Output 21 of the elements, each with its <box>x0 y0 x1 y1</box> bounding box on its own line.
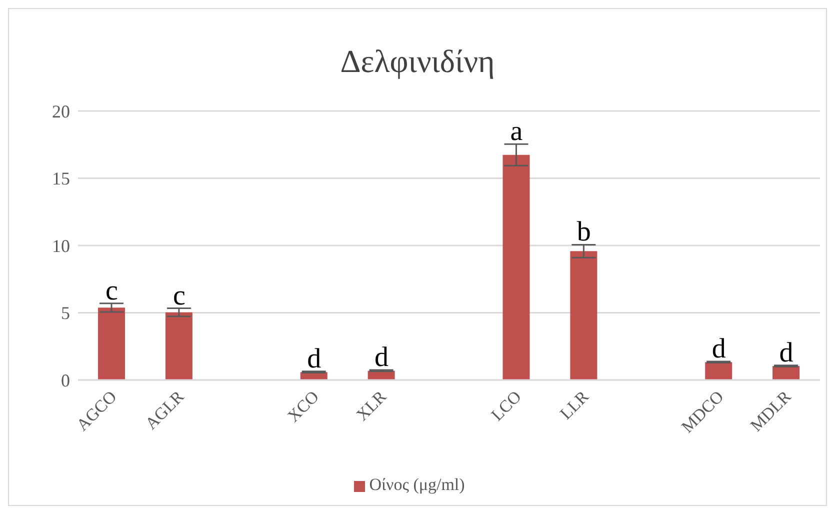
y-tick-label: 5 <box>61 303 70 324</box>
bar <box>165 312 192 380</box>
bar <box>502 154 530 380</box>
y-tick-label: 15 <box>52 168 70 189</box>
bar <box>98 308 125 380</box>
annotation: c <box>106 275 118 306</box>
annotation: a <box>510 116 524 148</box>
bar <box>705 362 732 380</box>
x-tick-label: LLR <box>556 386 593 424</box>
y-tick-label: 0 <box>61 370 70 390</box>
annotation: d <box>779 337 794 368</box>
y-tick-label: 20 <box>52 101 70 122</box>
annotation: c <box>172 280 186 312</box>
annotation: d <box>307 343 322 374</box>
annotation: d <box>712 333 726 364</box>
legend-label: Οίνος (μg/ml) <box>369 475 465 494</box>
chart-title: Δελφινιδίνη <box>339 42 496 81</box>
bar <box>570 251 598 380</box>
annotation: b <box>576 216 591 248</box>
y-tick-label: 10 <box>52 236 70 256</box>
annotation: d <box>374 342 389 374</box>
